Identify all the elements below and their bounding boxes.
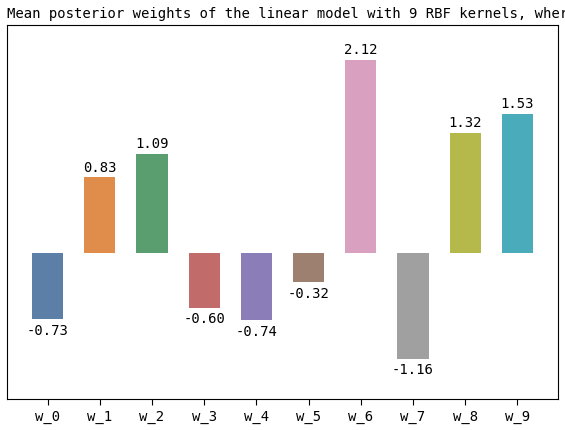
- Bar: [32, 253, 63, 319]
- Text: 1.09: 1.09: [135, 137, 169, 150]
- Text: 0.83: 0.83: [83, 160, 116, 174]
- Bar: [450, 133, 481, 253]
- Bar: [136, 154, 168, 253]
- Bar: [189, 253, 220, 308]
- Text: 1.53: 1.53: [501, 97, 534, 111]
- Bar: [345, 61, 376, 253]
- Text: -0.32: -0.32: [288, 286, 329, 300]
- Text: -0.73: -0.73: [27, 323, 68, 337]
- Bar: [293, 253, 324, 283]
- Bar: [241, 253, 272, 321]
- Text: 2.12: 2.12: [344, 43, 377, 57]
- Text: -0.60: -0.60: [183, 311, 225, 326]
- Bar: [397, 253, 429, 359]
- Text: Mean posterior weights of the linear model with 9 RBF kernels, where γ = 6.47: Mean posterior weights of the linear mod…: [7, 7, 565, 21]
- Text: -1.16: -1.16: [392, 362, 434, 376]
- Text: -0.74: -0.74: [236, 324, 277, 338]
- Text: 1.32: 1.32: [449, 116, 482, 130]
- Bar: [84, 178, 115, 253]
- Bar: [502, 114, 533, 253]
